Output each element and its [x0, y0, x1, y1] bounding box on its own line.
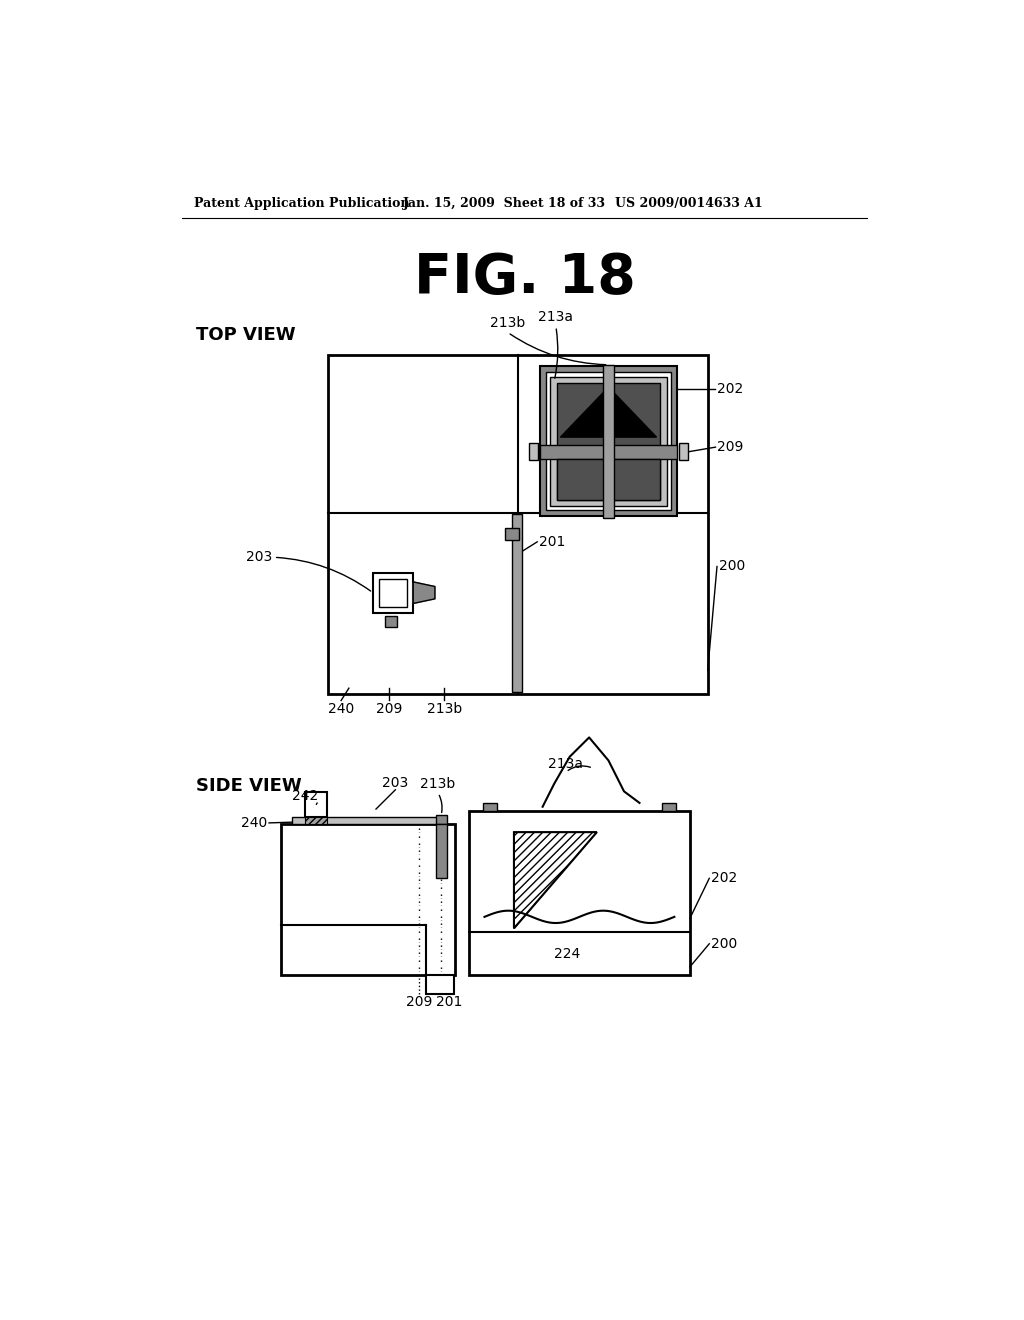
- Text: 202: 202: [717, 383, 743, 396]
- Text: 213b: 213b: [427, 702, 462, 715]
- Polygon shape: [560, 387, 656, 437]
- Bar: [540, 445, 678, 459]
- Text: 240: 240: [328, 702, 354, 715]
- Bar: [546, 372, 672, 511]
- Bar: [662, 803, 676, 810]
- Text: 209: 209: [407, 995, 432, 1010]
- Text: 200: 200: [719, 560, 744, 573]
- Text: 203: 203: [382, 776, 409, 789]
- Bar: [426, 974, 454, 994]
- Text: US 2009/0014633 A1: US 2009/0014633 A1: [614, 197, 763, 210]
- Bar: [679, 444, 688, 461]
- Bar: [506, 528, 519, 540]
- Text: FIG. 18: FIG. 18: [414, 251, 636, 305]
- Text: 201: 201: [539, 535, 565, 549]
- Bar: [557, 383, 660, 499]
- Bar: [305, 792, 328, 817]
- Bar: [385, 615, 397, 627]
- Bar: [305, 817, 328, 825]
- Bar: [528, 444, 538, 461]
- Text: 213a: 213a: [549, 756, 584, 771]
- Bar: [550, 378, 667, 506]
- Bar: [483, 803, 497, 810]
- Bar: [328, 355, 708, 693]
- Text: 202: 202: [711, 871, 737, 886]
- Bar: [603, 364, 614, 517]
- Bar: [373, 573, 414, 612]
- Polygon shape: [414, 582, 435, 603]
- Text: 240: 240: [242, 816, 267, 830]
- Text: 200: 200: [711, 937, 737, 950]
- Bar: [281, 825, 455, 974]
- Text: 213a: 213a: [539, 310, 573, 323]
- Text: 213b: 213b: [421, 777, 456, 792]
- Bar: [292, 817, 443, 825]
- Text: TOP VIEW: TOP VIEW: [197, 326, 296, 345]
- Bar: [512, 515, 522, 692]
- Text: Jan. 15, 2009  Sheet 18 of 33: Jan. 15, 2009 Sheet 18 of 33: [403, 197, 606, 210]
- Text: SIDE VIEW: SIDE VIEW: [197, 777, 302, 795]
- Text: 224: 224: [554, 946, 581, 961]
- Text: 209: 209: [717, 440, 743, 454]
- Bar: [540, 367, 678, 516]
- Bar: [469, 810, 690, 974]
- Text: 213b: 213b: [490, 315, 525, 330]
- Bar: [436, 816, 446, 825]
- Bar: [436, 825, 446, 878]
- Bar: [557, 459, 660, 499]
- Text: Patent Application Publication: Patent Application Publication: [194, 197, 410, 210]
- Text: 242: 242: [292, 789, 317, 803]
- Text: 203: 203: [246, 550, 272, 564]
- Text: 209: 209: [376, 702, 402, 715]
- Bar: [379, 578, 407, 607]
- Text: 201: 201: [435, 995, 462, 1010]
